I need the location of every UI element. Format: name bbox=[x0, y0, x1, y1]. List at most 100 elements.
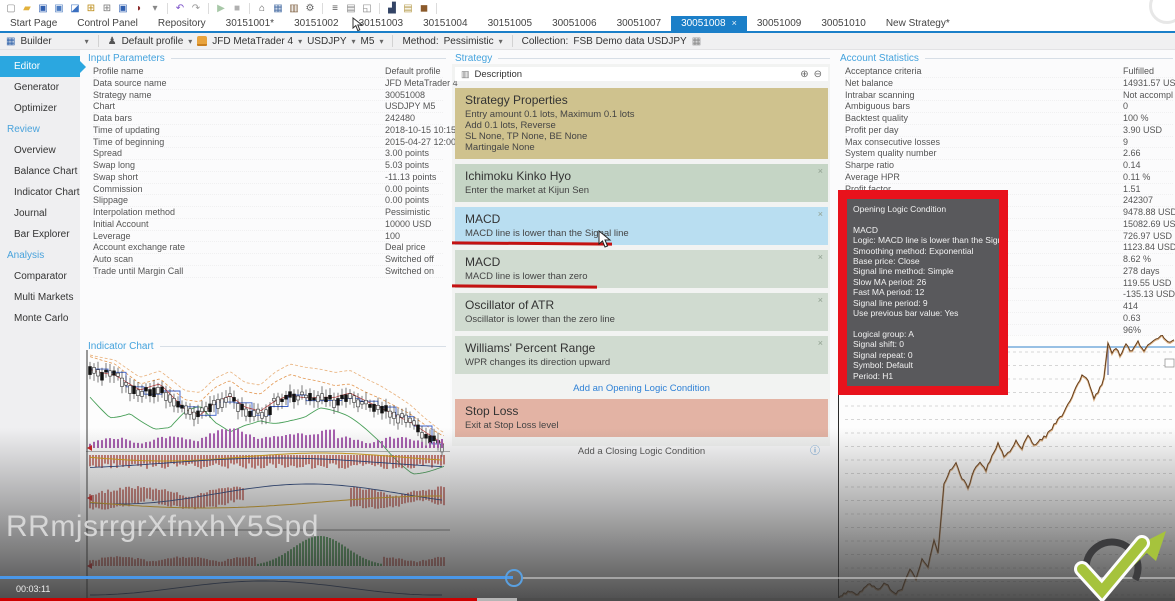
separator[interactable] bbox=[379, 2, 380, 14]
description-label[interactable]: Description bbox=[474, 68, 523, 80]
strategy-slot[interactable]: × MACD MACD line is lower than the Signa… bbox=[451, 207, 828, 245]
save-icon[interactable]: ▣ bbox=[38, 2, 48, 14]
bottom-progress-red[interactable] bbox=[0, 597, 477, 601]
sidebar-item[interactable]: Bar Explorer bbox=[14, 229, 70, 240]
document-tab[interactable]: 30151005 bbox=[478, 16, 543, 31]
chevron-down-icon[interactable]: ▾ bbox=[379, 36, 384, 46]
parameter-label: Swap long bbox=[93, 160, 136, 170]
export-icon[interactable]: ◪ bbox=[70, 2, 80, 14]
zoom-out-icon[interactable]: ⊖ bbox=[813, 68, 822, 80]
tab-label: 30151005 bbox=[487, 18, 533, 29]
statistic-value: 9478.88 USD bbox=[1123, 207, 1175, 217]
data-table-icon[interactable]: ▦ bbox=[273, 2, 283, 14]
sidebar-item[interactable]: Review bbox=[7, 124, 40, 135]
method-dropdown[interactable]: Pessimistic bbox=[443, 35, 494, 47]
video-progress-handle[interactable] bbox=[505, 569, 523, 587]
close-icon[interactable]: × bbox=[731, 18, 737, 28]
symbol-dropdown[interactable]: USDJPY bbox=[307, 35, 347, 47]
close-icon[interactable]: × bbox=[817, 338, 823, 348]
builder-menu[interactable]: Builder bbox=[20, 35, 52, 47]
briefcase-icon[interactable]: ◼ bbox=[419, 2, 429, 14]
document-tab[interactable]: 30151003 bbox=[349, 16, 414, 31]
sidebar-item[interactable]: Editor bbox=[0, 56, 86, 77]
close-icon[interactable]: × bbox=[817, 295, 823, 305]
save-page-icon[interactable]: ▣ bbox=[118, 2, 128, 14]
save-all-icon[interactable]: ▣ bbox=[54, 2, 64, 14]
sidebar-item[interactable]: Journal bbox=[14, 208, 47, 219]
document-tab[interactable]: New Strategy* bbox=[876, 16, 960, 31]
info-icon[interactable]: ⓘ bbox=[810, 446, 820, 457]
append-page-icon[interactable]: ⊞ bbox=[102, 2, 112, 14]
strategy-slot[interactable]: × Williams' Percent Range WPR changes it… bbox=[455, 336, 828, 374]
document-tab[interactable]: 30151004 bbox=[413, 16, 478, 31]
open-folder-icon[interactable]: ▰ bbox=[23, 2, 31, 14]
play-icon[interactable]: ▶ bbox=[217, 2, 225, 14]
zoom-in-icon[interactable]: ⊕ bbox=[800, 68, 809, 80]
strategy-slot[interactable]: × Ichimoku Kinko Hyo Enter the market at… bbox=[455, 164, 828, 202]
strategy-slot[interactable]: × MACD MACD line is lower than zero bbox=[451, 250, 828, 288]
close-icon[interactable]: × bbox=[817, 166, 823, 176]
document-tab[interactable]: Start Page bbox=[0, 16, 67, 31]
add-closing-condition-link[interactable]: Add a Closing Logic Condition bbox=[577, 446, 706, 457]
document-tab[interactable]: 30151002 bbox=[284, 16, 349, 31]
sidebar-item[interactable]: Overview bbox=[14, 145, 56, 156]
journal-icon[interactable]: ▤ bbox=[403, 2, 413, 14]
close-icon[interactable]: × bbox=[817, 209, 823, 219]
document-tab[interactable]: 30151001* bbox=[216, 16, 284, 31]
chevron-down-icon[interactable]: ▾ bbox=[84, 36, 89, 46]
chevron-down-icon[interactable]: ▾ bbox=[498, 36, 503, 46]
redo-icon[interactable]: ↷ bbox=[191, 2, 201, 14]
stop-icon[interactable]: ■ bbox=[233, 2, 241, 14]
bottom-progress-buffer[interactable] bbox=[477, 597, 517, 601]
chevron-down-icon[interactable]: ▾ bbox=[188, 36, 193, 46]
document-tab[interactable]: 30051007 bbox=[607, 16, 672, 31]
window-icon[interactable]: ◱ bbox=[362, 2, 372, 14]
separator[interactable] bbox=[322, 2, 323, 14]
document-tab[interactable]: 30051009 bbox=[747, 16, 812, 31]
copy-page-icon[interactable]: ⊞ bbox=[86, 2, 96, 14]
document-tab[interactable]: 30051010 bbox=[811, 16, 876, 31]
strategy-slot[interactable]: Stop Loss Exit at Stop Loss level bbox=[455, 399, 828, 437]
collection-value[interactable]: FSB Demo data USDJPY bbox=[573, 35, 687, 47]
list-icon[interactable]: ≡ bbox=[332, 2, 338, 14]
video-progress-played[interactable] bbox=[0, 576, 513, 579]
statistic-row: Profit per day 3.90 USD bbox=[845, 125, 1173, 137]
document-tab[interactable]: 30051006 bbox=[542, 16, 607, 31]
strategy-slot[interactable]: Strategy Properties Entry amount 0.1 lot… bbox=[455, 88, 828, 159]
add-opening-condition-link[interactable]: Add an Opening Logic Condition bbox=[573, 383, 710, 394]
sidebar-item[interactable]: Analysis bbox=[7, 250, 45, 261]
sidebar-item[interactable]: Optimizer bbox=[14, 103, 57, 114]
strategy-slot[interactable]: × Oscillator of ATR Oscillator is lower … bbox=[455, 293, 828, 331]
sidebar-item[interactable]: Indicator Chart bbox=[14, 187, 80, 198]
document-tab[interactable]: 30051008 × bbox=[671, 16, 747, 31]
menu-dropdown-icon[interactable]: ▾ bbox=[152, 2, 158, 14]
chevron-down-icon[interactable]: ▾ bbox=[298, 36, 303, 46]
sidebar-item[interactable]: Comparator bbox=[14, 271, 67, 282]
period-dropdown[interactable]: M5 bbox=[360, 35, 375, 47]
hat-menu-icon[interactable]: ◗ bbox=[135, 2, 143, 14]
home-icon[interactable]: ⌂ bbox=[258, 2, 266, 14]
new-document-icon[interactable]: ▢ bbox=[6, 2, 16, 14]
sidebar-item[interactable]: Monte Carlo bbox=[14, 313, 69, 324]
close-icon[interactable]: × bbox=[817, 252, 823, 262]
datasource-dropdown[interactable]: JFD MetaTrader 4 bbox=[212, 35, 294, 47]
chevron-down-icon[interactable]: ▾ bbox=[351, 36, 356, 46]
sidebar-item[interactable]: Generator bbox=[14, 82, 60, 93]
add-closing-condition-row[interactable]: Add a Closing Logic Condition ⓘ bbox=[455, 442, 828, 462]
separator[interactable] bbox=[208, 2, 209, 14]
sidebar-item[interactable]: Multi Markets bbox=[14, 292, 74, 303]
undo-icon[interactable]: ↶ bbox=[175, 2, 185, 14]
chart-bars-icon[interactable]: ▟ bbox=[388, 2, 396, 14]
settings-gear-icon[interactable]: ⚙ bbox=[305, 2, 315, 14]
separator[interactable] bbox=[249, 2, 250, 14]
profile-dropdown[interactable]: Default profile bbox=[121, 35, 184, 47]
sidebar-item[interactable]: Balance Chart bbox=[14, 166, 78, 177]
document-tab[interactable]: Control Panel bbox=[67, 16, 148, 31]
report-icon[interactable]: ▥ bbox=[289, 2, 299, 14]
collection-edit-icon[interactable]: ▦ bbox=[691, 35, 702, 47]
separator[interactable] bbox=[167, 2, 168, 14]
separator[interactable] bbox=[436, 2, 437, 14]
document-tab[interactable]: Repository bbox=[148, 16, 216, 31]
page-edit-icon[interactable]: ▤ bbox=[346, 2, 356, 14]
tab-label: New Strategy* bbox=[885, 18, 950, 29]
